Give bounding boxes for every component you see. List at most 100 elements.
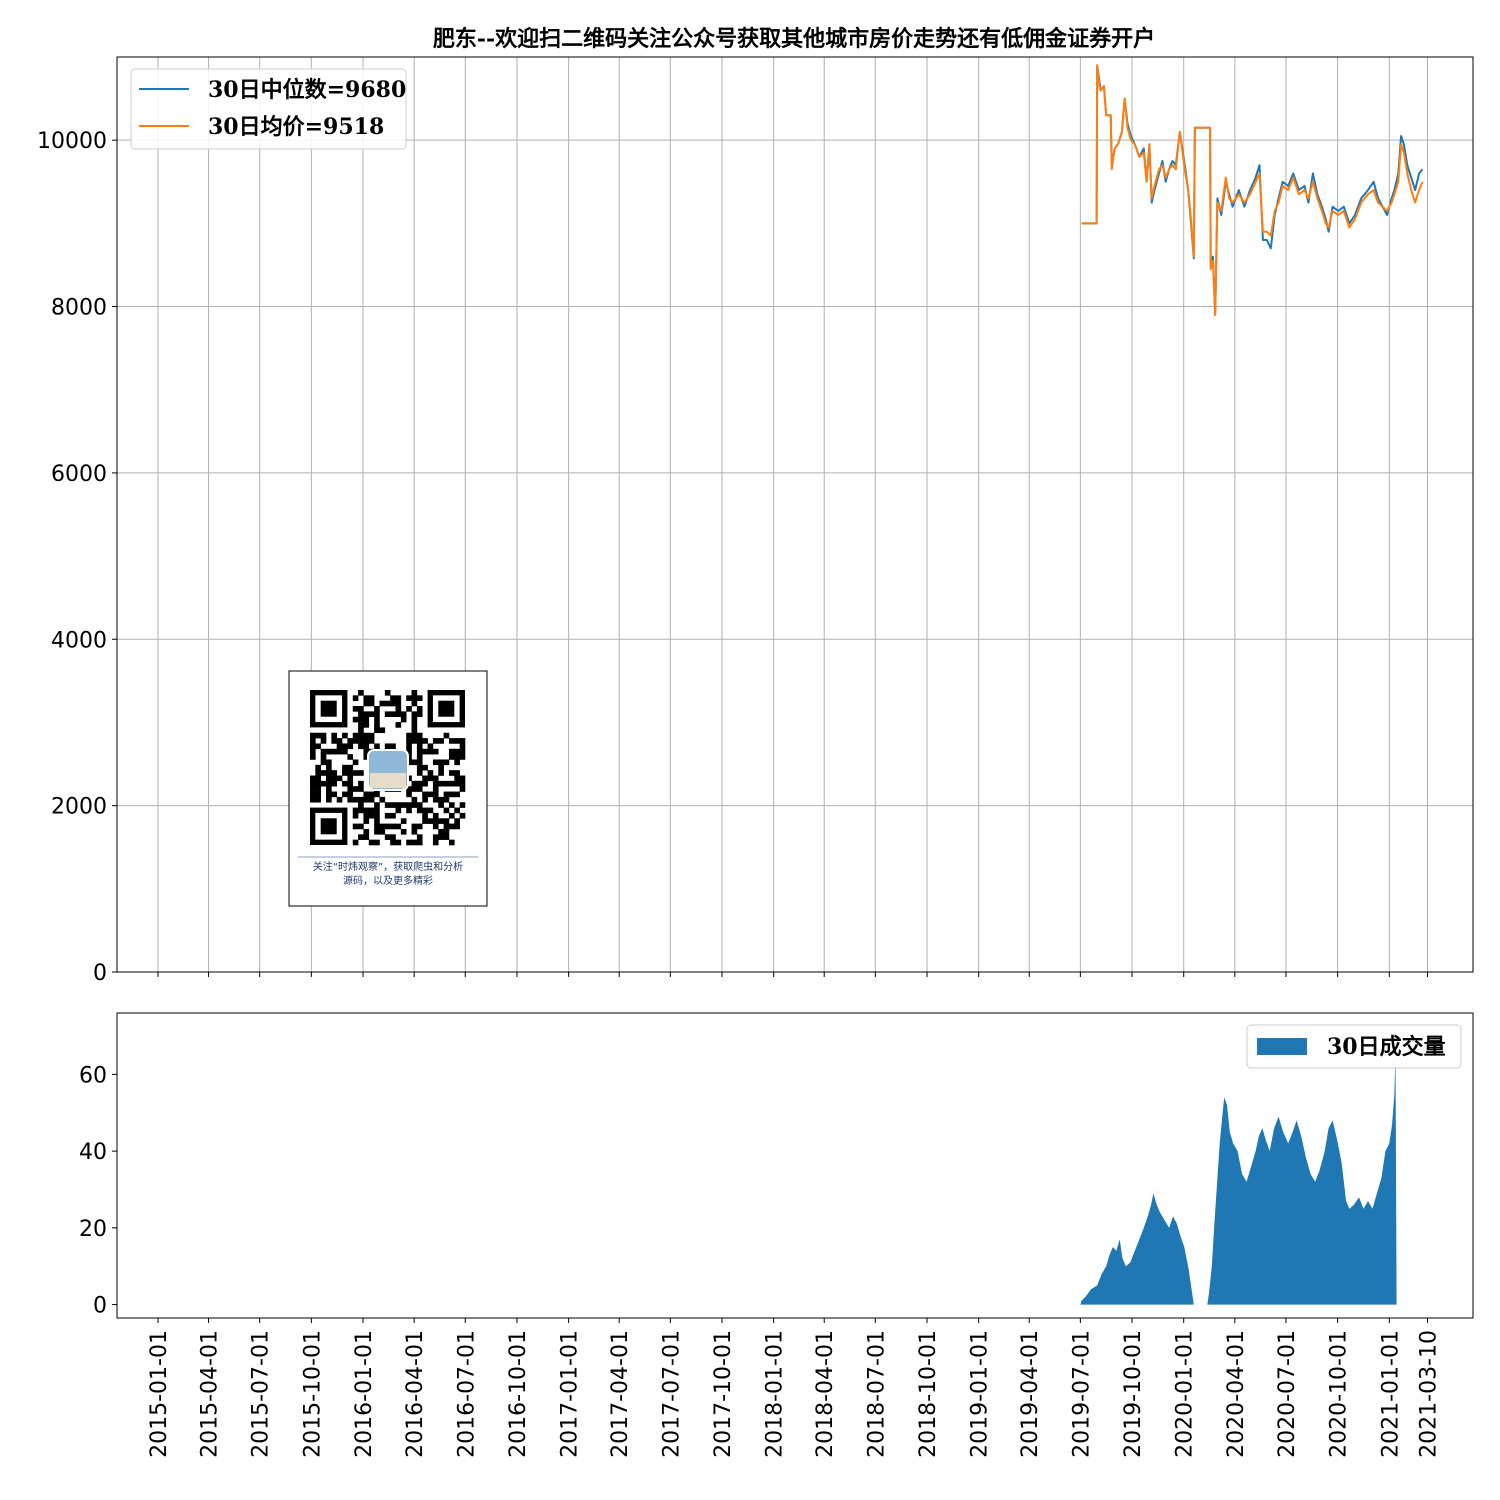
volume-x-tick-label: 2020-04-01 — [1224, 1330, 1249, 1458]
qr-finder-core — [320, 700, 337, 717]
qr-module — [320, 759, 327, 766]
qr-module — [448, 748, 455, 755]
volume-x-tick-label: 2015-10-01 — [300, 1330, 325, 1458]
qr-module — [347, 770, 354, 776]
qr-module — [336, 796, 343, 803]
qr-module — [454, 818, 460, 824]
volume-x-tick-label: 2019-07-01 — [1069, 1330, 1094, 1458]
price-y-ticks: 0 2000 4000 6000 8000 10000 — [37, 129, 117, 986]
qr-module — [363, 695, 370, 701]
qr-module — [416, 802, 423, 808]
qr-module — [363, 738, 370, 744]
qr-module — [411, 802, 418, 808]
qr-module — [310, 743, 316, 750]
qr-module — [384, 711, 391, 718]
qr-module — [416, 695, 423, 701]
qr-module — [379, 700, 386, 707]
qr-module — [315, 770, 321, 776]
volume-x-ticks: 2015-01-01 2015-04-01 2015-07-01 2015-10-01… — [147, 1318, 1442, 1458]
qr-module — [347, 738, 354, 744]
qr-module — [454, 775, 460, 782]
volume-x-tick-label: 2017-04-01 — [608, 1330, 633, 1458]
qr-module — [416, 780, 423, 787]
qr-module — [358, 706, 364, 712]
qr-module — [400, 716, 407, 723]
qr-module — [448, 738, 455, 744]
qr-module — [422, 807, 428, 814]
qr-module — [363, 834, 370, 840]
qr-module — [422, 791, 428, 798]
qr-module — [422, 812, 428, 819]
qr-module — [336, 748, 343, 755]
qr-module — [363, 818, 370, 824]
qr-module — [352, 807, 359, 814]
qr-module — [411, 700, 418, 707]
qr-module — [454, 748, 460, 755]
qr-module — [459, 738, 466, 744]
qr-module — [443, 823, 450, 830]
qr-module — [432, 775, 439, 782]
qr-module — [427, 791, 434, 798]
qr-module — [342, 743, 348, 750]
qr-module — [374, 716, 380, 723]
volume-legend: 30日成交量 — [1246, 1024, 1462, 1069]
volume-axes-frame — [116, 1012, 1474, 1319]
qr-module — [416, 732, 423, 739]
qr-module — [326, 764, 332, 771]
qr-module — [358, 716, 364, 723]
qr-module — [363, 828, 370, 835]
qr-module — [326, 786, 332, 792]
qr-module — [358, 690, 364, 696]
qr-module — [326, 791, 332, 798]
qr-module — [379, 828, 386, 835]
volume-x-tick-label: 2018-07-01 — [864, 1330, 889, 1458]
qr-module — [432, 786, 439, 792]
qr-module — [326, 780, 332, 787]
volume-x-tick-label: 2017-10-01 — [711, 1330, 736, 1458]
volume-y-tick-label: 0 — [93, 1294, 107, 1319]
qr-module — [384, 802, 391, 808]
qr-module — [352, 839, 359, 846]
qr-module — [331, 732, 338, 739]
qr-module — [432, 834, 439, 840]
qr-module — [443, 796, 450, 803]
volume-x-tick-label: 2017-01-01 — [558, 1330, 583, 1458]
volume-x-tick-label: 2020-07-01 — [1275, 1330, 1300, 1458]
qr-module — [395, 839, 402, 846]
qr-module — [395, 700, 402, 707]
qr-module — [432, 748, 439, 755]
qr-module — [315, 764, 321, 771]
qr-module — [443, 759, 450, 766]
qr-module — [411, 738, 418, 744]
qr-module — [379, 823, 386, 830]
qr-module — [358, 786, 364, 792]
qr-module — [320, 770, 327, 776]
qr-module — [459, 743, 466, 750]
qr-module — [400, 711, 407, 718]
volume-x-tick-label: 2015-04-01 — [198, 1330, 223, 1458]
volume-x-tick-label: 2019-01-01 — [968, 1330, 993, 1458]
qr-module — [427, 770, 434, 776]
qr-module — [368, 711, 375, 718]
qr-module — [395, 711, 402, 718]
qr-module — [395, 802, 402, 808]
qr-module — [416, 759, 423, 766]
qr-module — [384, 700, 391, 707]
qr-module — [358, 780, 364, 787]
qr-module — [406, 759, 412, 766]
volume-x-tick-label: 2018-01-01 — [763, 1330, 788, 1458]
qr-module — [422, 775, 428, 782]
qr-module — [411, 759, 418, 766]
qr-module — [406, 839, 412, 846]
qr-module — [390, 743, 396, 750]
qr-module — [395, 722, 402, 728]
mean-price-line — [1081, 64, 1424, 316]
qr-module — [358, 711, 364, 718]
qr-module — [459, 748, 466, 755]
qr-module — [358, 834, 364, 840]
volume-series — [1080, 1051, 1397, 1305]
qr-module — [368, 695, 375, 701]
qr-module — [448, 754, 455, 760]
